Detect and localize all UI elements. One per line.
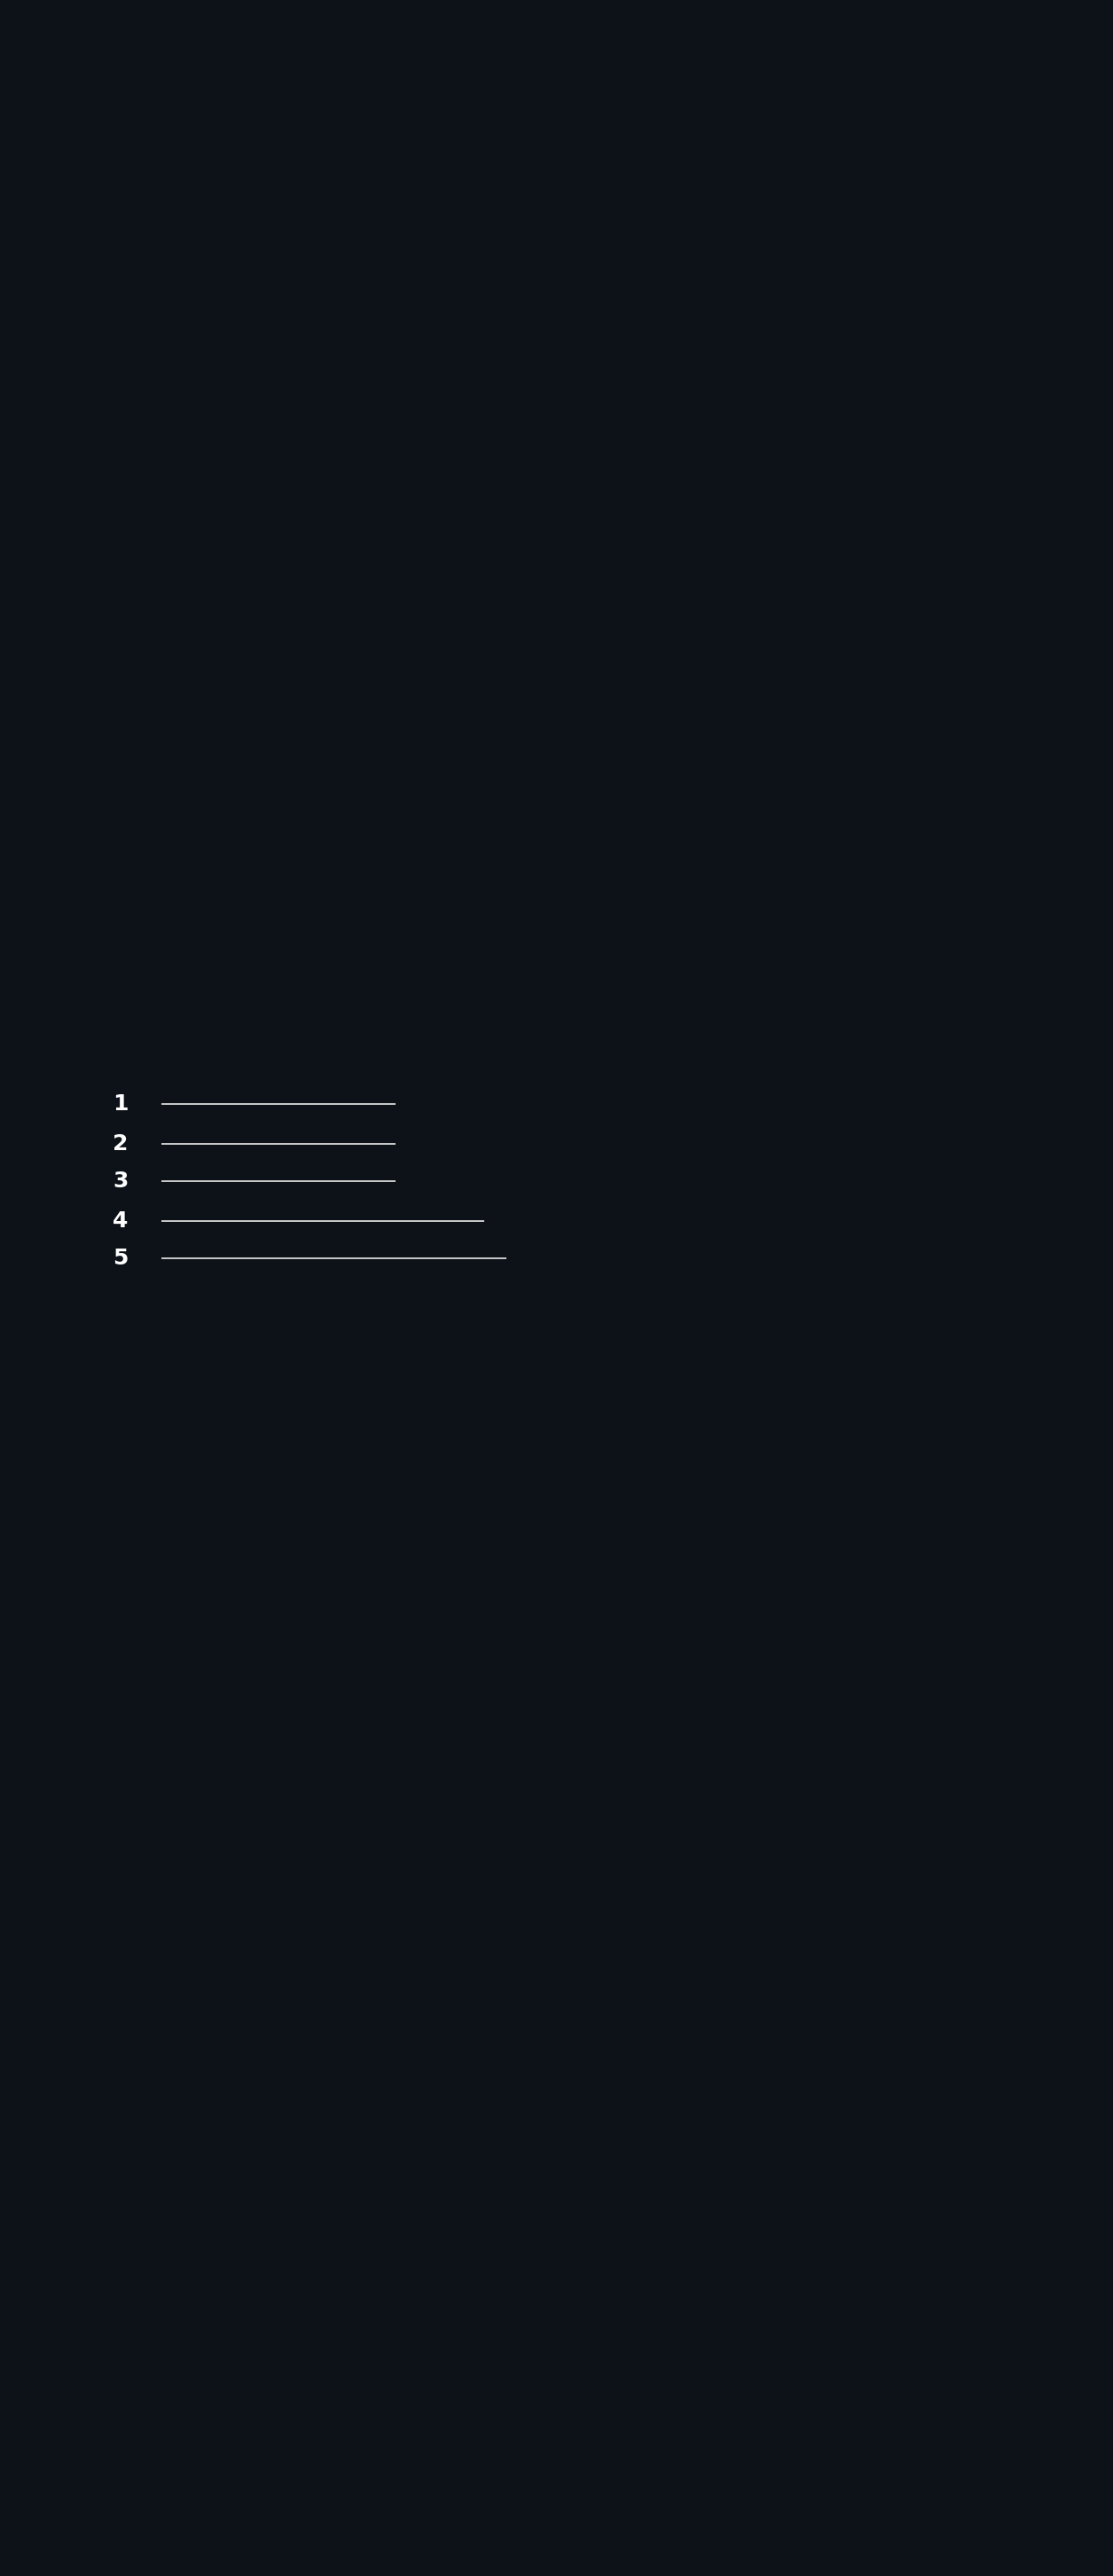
Text: 4: 4 <box>112 1211 128 1231</box>
Text: 3: 3 <box>112 1170 128 1193</box>
Text: 2: 2 <box>112 1133 128 1154</box>
Text: 1: 1 <box>112 1092 128 1115</box>
Text: 5: 5 <box>112 1247 128 1270</box>
